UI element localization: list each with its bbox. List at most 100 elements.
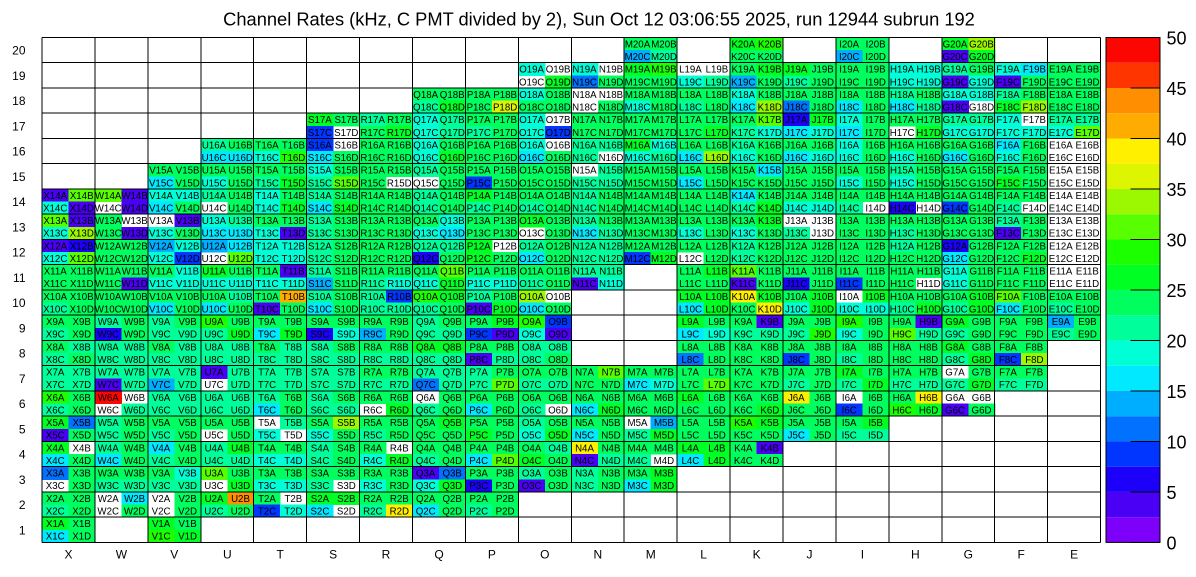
svg-text:18: 18 bbox=[12, 94, 26, 108]
svg-text:T16A: T16A bbox=[255, 140, 279, 151]
svg-text:P8A: P8A bbox=[470, 342, 489, 353]
svg-text:M5C: M5C bbox=[627, 431, 647, 442]
svg-text:U16A: U16A bbox=[202, 140, 227, 151]
svg-text:R7C: R7C bbox=[363, 380, 382, 391]
svg-text:W9A: W9A bbox=[98, 317, 120, 328]
svg-text:N17C: N17C bbox=[572, 128, 597, 139]
svg-text:I19B: I19B bbox=[866, 65, 886, 76]
svg-text:I17C: I17C bbox=[839, 128, 859, 139]
svg-text:T3D: T3D bbox=[284, 481, 302, 492]
svg-text:1: 1 bbox=[19, 523, 26, 537]
svg-text:P12D: P12D bbox=[493, 254, 517, 265]
svg-text:S11D: S11D bbox=[335, 279, 359, 290]
svg-text:G20A: G20A bbox=[943, 39, 968, 50]
svg-text:Q13A: Q13A bbox=[413, 216, 438, 227]
svg-text:N17B: N17B bbox=[599, 115, 623, 126]
svg-text:F18D: F18D bbox=[1023, 103, 1047, 114]
svg-text:X1A: X1A bbox=[46, 519, 65, 530]
svg-text:P13D: P13D bbox=[493, 229, 517, 240]
svg-text:P17C: P17C bbox=[467, 128, 491, 139]
svg-text:P11A: P11A bbox=[467, 267, 491, 278]
svg-text:K17C: K17C bbox=[731, 128, 755, 139]
svg-text:Q6B: Q6B bbox=[443, 393, 462, 404]
svg-text:R8B: R8B bbox=[390, 342, 409, 353]
svg-text:L13D: L13D bbox=[705, 229, 728, 240]
svg-text:O4D: O4D bbox=[548, 456, 568, 467]
svg-text:F12B: F12B bbox=[1023, 241, 1046, 252]
svg-text:V8B: V8B bbox=[178, 342, 196, 353]
svg-text:E18B: E18B bbox=[1076, 90, 1100, 101]
svg-text:F19C: F19C bbox=[996, 77, 1020, 88]
svg-text:G8C: G8C bbox=[945, 355, 965, 366]
svg-text:U16B: U16B bbox=[228, 140, 252, 151]
svg-text:W11B: W11B bbox=[122, 267, 148, 278]
svg-text:R14C: R14C bbox=[360, 204, 385, 215]
svg-text:J11D: J11D bbox=[812, 279, 834, 290]
svg-text:E13A: E13A bbox=[1049, 216, 1073, 227]
svg-text:W9B: W9B bbox=[124, 317, 145, 328]
svg-text:H: H bbox=[911, 548, 920, 562]
svg-text:G6A: G6A bbox=[945, 393, 965, 404]
svg-text:P3A: P3A bbox=[470, 469, 489, 480]
svg-text:P12B: P12B bbox=[493, 241, 517, 252]
svg-text:F12A: F12A bbox=[996, 241, 1020, 252]
svg-text:F12C: F12C bbox=[996, 254, 1020, 265]
svg-text:W12D: W12D bbox=[121, 254, 148, 265]
svg-text:V7B: V7B bbox=[178, 368, 196, 379]
svg-text:Q4C: Q4C bbox=[416, 456, 436, 467]
svg-text:E9C: E9C bbox=[1051, 330, 1070, 341]
svg-text:O13D: O13D bbox=[545, 229, 570, 240]
svg-text:J18A: J18A bbox=[785, 90, 808, 101]
svg-text:P15C: P15C bbox=[467, 178, 491, 189]
svg-text:Q16D: Q16D bbox=[440, 153, 465, 164]
svg-text:P9A: P9A bbox=[470, 317, 489, 328]
svg-text:N19B: N19B bbox=[599, 65, 623, 76]
svg-text:T11C: T11C bbox=[256, 279, 279, 290]
svg-text:Q14A: Q14A bbox=[413, 191, 438, 202]
svg-text:I10C: I10C bbox=[839, 305, 859, 316]
svg-text:S16A: S16A bbox=[308, 140, 332, 151]
svg-text:E16A: E16A bbox=[1049, 140, 1073, 151]
svg-text:Q2A: Q2A bbox=[416, 494, 436, 505]
svg-text:I20B: I20B bbox=[866, 39, 886, 50]
svg-text:G6C: G6C bbox=[945, 406, 965, 417]
svg-text:M12A: M12A bbox=[625, 241, 651, 252]
svg-text:Q18D: Q18D bbox=[440, 103, 465, 114]
svg-text:G7C: G7C bbox=[945, 380, 965, 391]
svg-text:T15D: T15D bbox=[282, 178, 306, 189]
svg-text:J13B: J13B bbox=[812, 216, 834, 227]
svg-text:S10C: S10C bbox=[308, 305, 332, 316]
svg-text:F10D: F10D bbox=[1023, 305, 1047, 316]
svg-text:N12B: N12B bbox=[599, 241, 623, 252]
svg-text:T3C: T3C bbox=[258, 481, 276, 492]
svg-text:L10A: L10A bbox=[679, 292, 702, 303]
svg-text:M20D: M20D bbox=[651, 52, 677, 63]
svg-text:K14B: K14B bbox=[758, 191, 782, 202]
svg-text:O12D: O12D bbox=[545, 254, 570, 265]
svg-text:P9C: P9C bbox=[469, 330, 488, 341]
svg-text:R15C: R15C bbox=[360, 178, 385, 189]
svg-text:T9A: T9A bbox=[258, 317, 276, 328]
svg-text:S4D: S4D bbox=[337, 456, 356, 467]
svg-text:Q9D: Q9D bbox=[442, 330, 462, 341]
svg-text:N4B: N4B bbox=[602, 443, 621, 454]
svg-text:W4C: W4C bbox=[97, 456, 119, 467]
svg-text:K7D: K7D bbox=[760, 380, 779, 391]
svg-text:F13C: F13C bbox=[996, 229, 1020, 240]
svg-text:N12A: N12A bbox=[572, 241, 597, 252]
svg-text:N4C: N4C bbox=[575, 456, 594, 467]
svg-text:U10B: U10B bbox=[228, 292, 252, 303]
svg-text:Q8A: Q8A bbox=[416, 342, 436, 353]
svg-text:H18A: H18A bbox=[890, 90, 915, 101]
svg-text:J9A: J9A bbox=[788, 317, 805, 328]
svg-text:G7D: G7D bbox=[972, 380, 992, 391]
svg-text:G15C: G15C bbox=[942, 178, 967, 189]
svg-text:X14D: X14D bbox=[70, 204, 94, 215]
svg-text:O8A: O8A bbox=[522, 342, 542, 353]
svg-text:Q3C: Q3C bbox=[416, 481, 436, 492]
svg-text:P6C: P6C bbox=[469, 406, 488, 417]
svg-text:G15A: G15A bbox=[943, 166, 968, 177]
svg-text:35: 35 bbox=[1167, 180, 1187, 200]
svg-text:U15A: U15A bbox=[202, 166, 227, 177]
svg-text:F15B: F15B bbox=[1023, 166, 1046, 177]
